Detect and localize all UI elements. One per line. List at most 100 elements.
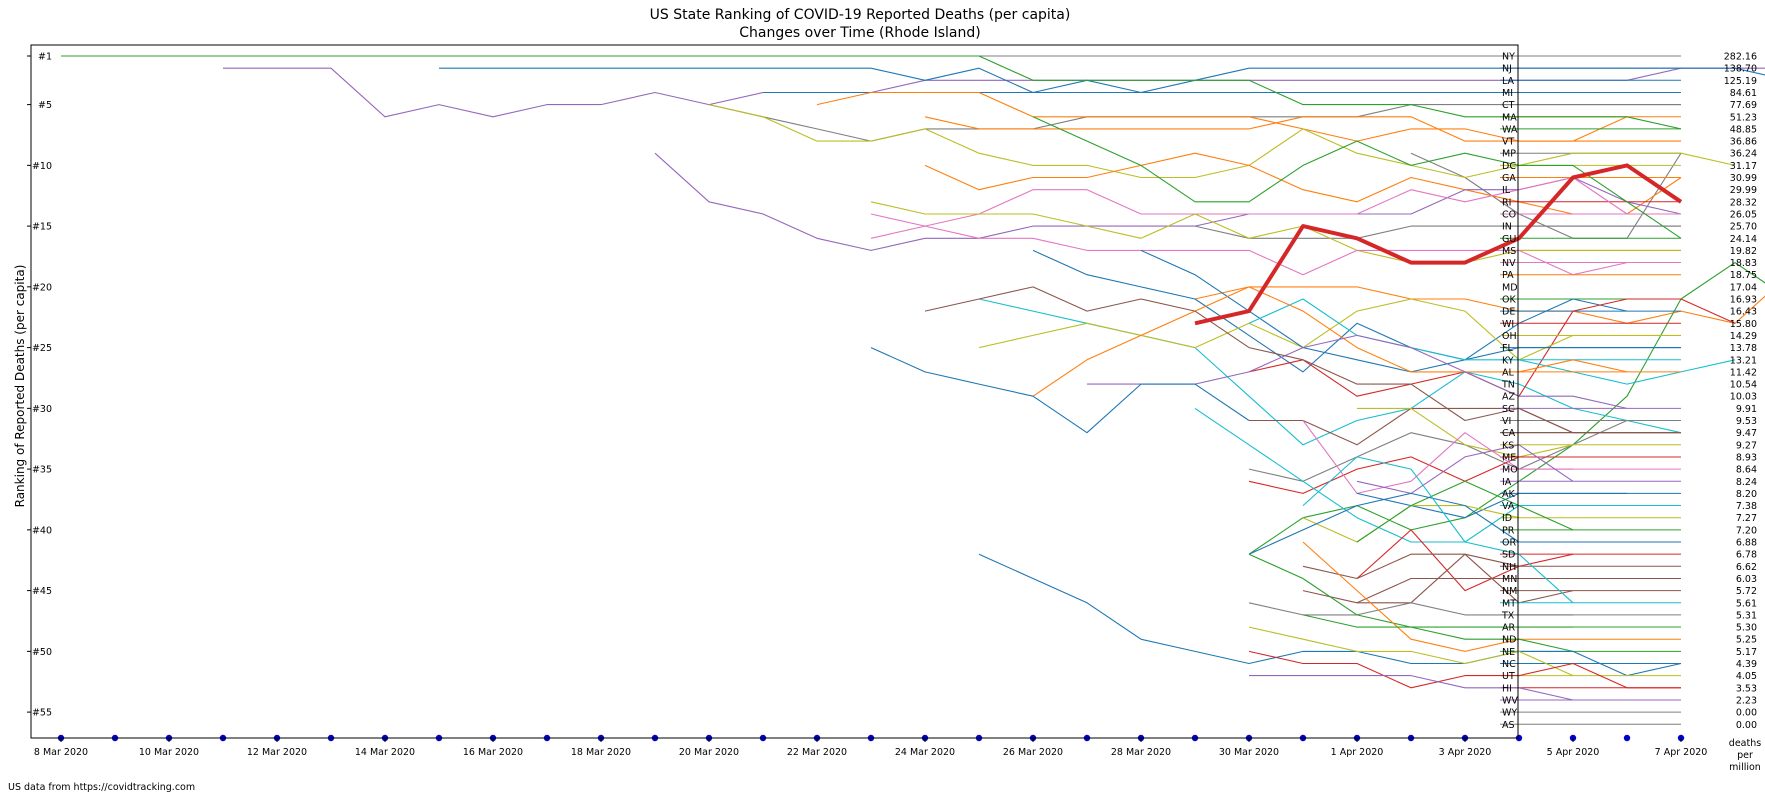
series-line-ga xyxy=(924,152,1682,215)
state-value-wv: 2.23 xyxy=(1736,695,1757,706)
state-code-ky: KY xyxy=(1502,355,1514,366)
state-code-vi: VI xyxy=(1502,416,1511,427)
state-value-ma: 51.23 xyxy=(1730,112,1757,123)
series-line-wa xyxy=(61,55,1682,130)
state-code-id: ID xyxy=(1502,513,1512,524)
state-code-wi: WI xyxy=(1502,319,1514,330)
state-code-gu: GU xyxy=(1502,234,1516,245)
state-value-nc: 4.39 xyxy=(1736,659,1757,670)
series-line-ct xyxy=(708,104,1681,142)
state-code-as: AS xyxy=(1502,720,1515,731)
x-tick-label: 24 Mar 2020 xyxy=(895,747,955,758)
y-tick-label: #45 xyxy=(32,586,52,597)
state-code-nj: NJ xyxy=(1502,64,1512,75)
x-tick-label: 12 Mar 2020 xyxy=(247,747,307,758)
series-line-ut xyxy=(1248,626,1574,677)
state-value-nm: 5.72 xyxy=(1736,586,1757,597)
state-code-dc: DC xyxy=(1502,161,1516,172)
state-code-mn: MN xyxy=(1502,574,1517,585)
state-value-sc: 9.91 xyxy=(1736,404,1757,415)
state-code-sd: SD xyxy=(1502,550,1515,561)
state-code-de: DE xyxy=(1502,307,1515,318)
deaths-header-line-2: per xyxy=(1737,750,1753,761)
x-tick-label: 1 Apr 2020 xyxy=(1331,747,1384,758)
deaths-header-line-3: million xyxy=(1729,762,1761,773)
deaths-header-line-1: deaths xyxy=(1729,738,1761,749)
series-line-ma xyxy=(816,91,1628,142)
state-code-al: AL xyxy=(1502,367,1514,378)
state-code-nc: NC xyxy=(1502,659,1516,670)
series-line-mn xyxy=(1302,577,1519,604)
x-tick-label: 14 Mar 2020 xyxy=(355,747,415,758)
state-code-wv: WV xyxy=(1502,695,1518,706)
state-value-hi: 3.53 xyxy=(1736,683,1757,694)
series-line-de xyxy=(1032,249,1628,373)
highlight-series xyxy=(1194,163,1683,326)
state-value-ca: 9.47 xyxy=(1736,428,1757,439)
state-value-pr: 7.20 xyxy=(1736,525,1757,536)
state-code-or: OR xyxy=(1502,538,1516,549)
state-code-ks: KS xyxy=(1502,440,1514,451)
state-value-wi: 15.80 xyxy=(1730,319,1757,330)
x-tick-label: 30 Mar 2020 xyxy=(1219,747,1279,758)
series-line-nc xyxy=(978,553,1682,677)
state-value-wa: 48.85 xyxy=(1730,124,1757,135)
state-value-al: 11.42 xyxy=(1730,367,1757,378)
state-value-ri: 28.32 xyxy=(1730,197,1757,208)
x-tick-label: 7 Apr 2020 xyxy=(1655,747,1708,758)
y-tick-label: #35 xyxy=(32,465,52,476)
series-line-sd xyxy=(1356,529,1574,592)
x-tick-label: 16 Mar 2020 xyxy=(463,747,523,758)
state-value-pa: 18.75 xyxy=(1730,270,1757,281)
state-code-ia: IA xyxy=(1502,477,1512,488)
x-tick-label: 22 Mar 2020 xyxy=(787,747,847,758)
series-line-nh xyxy=(1302,553,1520,580)
series-line-ky xyxy=(1248,298,1736,385)
state-code-nd: ND xyxy=(1502,635,1516,646)
series-line-mt xyxy=(1302,456,1574,604)
y-tick-label: #20 xyxy=(32,282,52,293)
series-line-pa xyxy=(1194,286,1765,324)
state-value-ut: 4.05 xyxy=(1736,671,1757,682)
series-line-id xyxy=(1302,505,1520,543)
y-tick-label: #50 xyxy=(32,647,52,658)
series-line-tx xyxy=(1248,602,1573,616)
series-line-ne xyxy=(1302,614,1574,652)
x-tick-label: 20 Mar 2020 xyxy=(679,747,739,758)
state-code-mt: MT xyxy=(1502,598,1516,609)
y-tick-label: #30 xyxy=(32,404,52,415)
state-code-hi: HI xyxy=(1502,683,1512,694)
state-value-ok: 16.93 xyxy=(1730,295,1757,306)
state-code-fl: FL xyxy=(1502,343,1513,354)
state-value-as: 0.00 xyxy=(1736,720,1757,731)
state-value-mn: 6.03 xyxy=(1736,574,1757,585)
state-code-me: ME xyxy=(1502,452,1516,463)
state-code-nm: NM xyxy=(1502,586,1517,597)
state-code-ne: NE xyxy=(1502,647,1515,658)
state-code-ar: AR xyxy=(1502,623,1515,634)
state-value-fl: 13.78 xyxy=(1730,343,1757,354)
state-value-vt: 36.86 xyxy=(1730,137,1757,148)
state-value-va: 7.38 xyxy=(1736,501,1757,512)
state-code-vt: VT xyxy=(1502,137,1514,148)
y-tick-label: #5 xyxy=(38,100,52,111)
state-value-co: 26.05 xyxy=(1730,209,1757,220)
state-value-nd: 5.25 xyxy=(1736,635,1757,646)
y-axis-label: Ranking of Reported Deaths (per capita) xyxy=(13,265,27,508)
state-code-ca: CA xyxy=(1502,428,1516,439)
series-line-ia xyxy=(1356,444,1574,494)
source-footnote: US data from https://covidtracking.com xyxy=(8,782,196,793)
x-tick-label: 5 Apr 2020 xyxy=(1547,747,1600,758)
state-code-va: VA xyxy=(1502,501,1515,512)
series-line-in xyxy=(1194,225,1681,239)
state-value-tx: 5.31 xyxy=(1736,610,1757,621)
state-value-ia: 8.24 xyxy=(1736,477,1757,488)
state-code-mo: MO xyxy=(1502,465,1518,476)
y-tick-label: #55 xyxy=(32,708,52,719)
state-value-md: 17.04 xyxy=(1730,282,1757,293)
date-marker xyxy=(1623,734,1631,742)
state-value-ak: 8.20 xyxy=(1736,489,1757,500)
state-code-ma: MA xyxy=(1502,112,1517,123)
state-code-ct: CT xyxy=(1502,100,1515,111)
series-line-hi xyxy=(1248,650,1681,689)
